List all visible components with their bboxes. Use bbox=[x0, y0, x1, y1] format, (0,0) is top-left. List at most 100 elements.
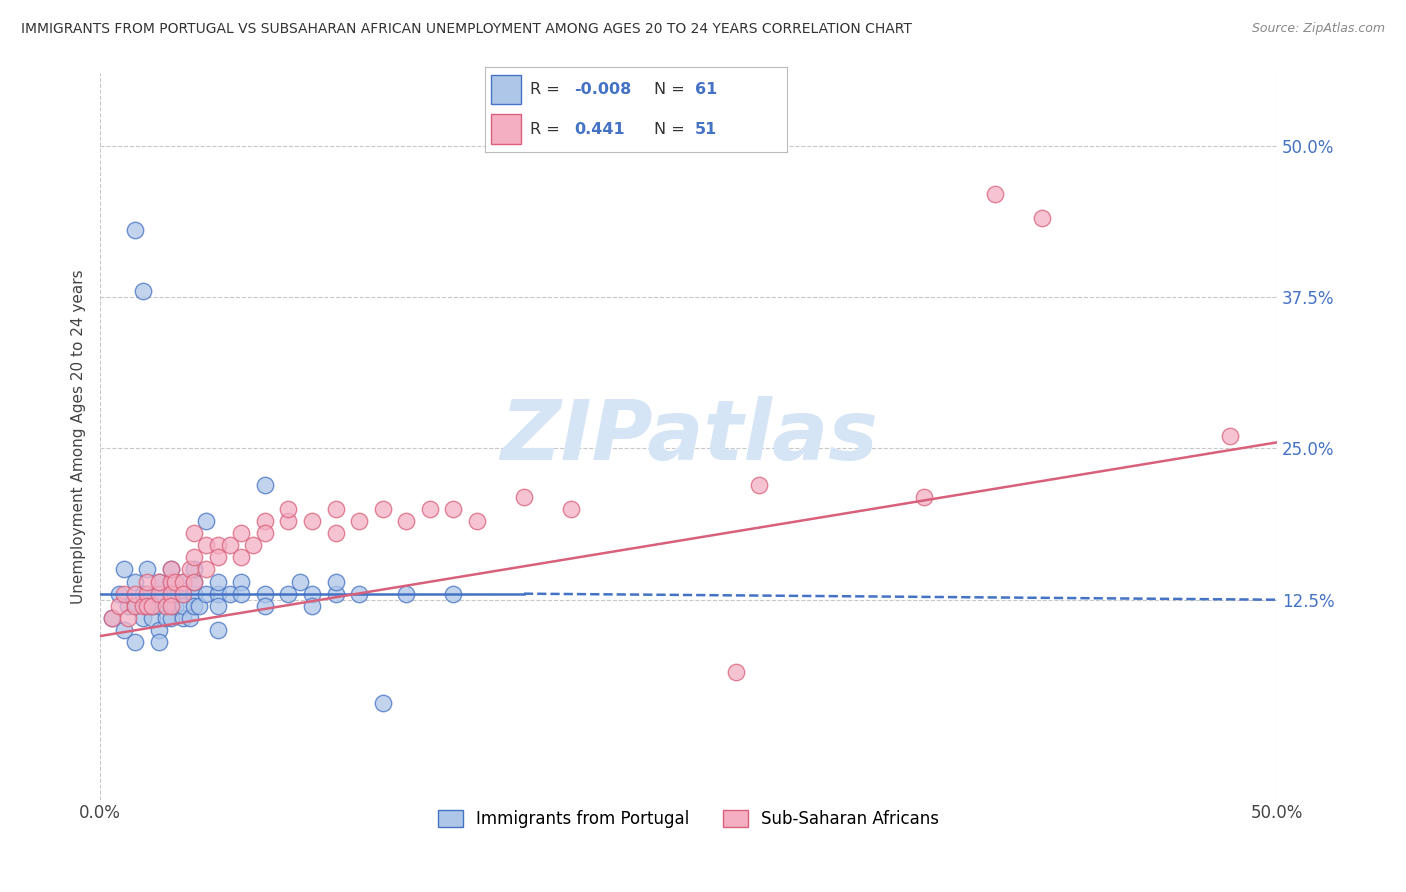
Point bbox=[183, 599, 205, 613]
Point bbox=[136, 574, 159, 589]
Point bbox=[131, 599, 153, 613]
Point bbox=[984, 187, 1007, 202]
Point bbox=[207, 574, 229, 589]
Point bbox=[242, 538, 264, 552]
Point bbox=[155, 611, 177, 625]
Point bbox=[172, 574, 194, 589]
Point bbox=[112, 562, 135, 576]
Point bbox=[124, 574, 146, 589]
Text: -0.008: -0.008 bbox=[574, 82, 631, 97]
Text: N =: N = bbox=[654, 121, 690, 136]
Point bbox=[183, 574, 205, 589]
Point bbox=[159, 587, 181, 601]
Point bbox=[108, 599, 131, 613]
Point bbox=[124, 587, 146, 601]
Point bbox=[1219, 429, 1241, 443]
Point bbox=[195, 562, 218, 576]
Y-axis label: Unemployment Among Ages 20 to 24 years: Unemployment Among Ages 20 to 24 years bbox=[72, 269, 86, 604]
Point bbox=[159, 574, 181, 589]
Point bbox=[159, 574, 181, 589]
Point bbox=[207, 599, 229, 613]
Text: IMMIGRANTS FROM PORTUGAL VS SUBSAHARAN AFRICAN UNEMPLOYMENT AMONG AGES 20 TO 24 : IMMIGRANTS FROM PORTUGAL VS SUBSAHARAN A… bbox=[21, 22, 912, 37]
Point bbox=[136, 599, 159, 613]
Point bbox=[101, 611, 124, 625]
Point bbox=[131, 284, 153, 298]
Point bbox=[253, 477, 276, 491]
Point bbox=[207, 550, 229, 565]
Point bbox=[183, 550, 205, 565]
Point bbox=[141, 599, 163, 613]
Point bbox=[195, 538, 218, 552]
Point bbox=[277, 502, 299, 516]
Point bbox=[124, 635, 146, 649]
Point bbox=[195, 514, 218, 528]
Point bbox=[218, 587, 240, 601]
Point bbox=[325, 502, 347, 516]
Point bbox=[748, 477, 770, 491]
Point bbox=[395, 514, 418, 528]
Point bbox=[179, 611, 201, 625]
Bar bbox=[491, 75, 522, 104]
Point bbox=[159, 587, 181, 601]
Point bbox=[253, 514, 276, 528]
Text: 61: 61 bbox=[695, 82, 717, 97]
Point bbox=[441, 502, 464, 516]
Point bbox=[155, 599, 177, 613]
Point bbox=[136, 587, 159, 601]
Point bbox=[419, 502, 441, 516]
Point bbox=[1031, 211, 1053, 226]
Point bbox=[912, 490, 935, 504]
Point bbox=[188, 599, 211, 613]
Point bbox=[124, 223, 146, 237]
Point bbox=[131, 611, 153, 625]
Point bbox=[560, 502, 582, 516]
Point bbox=[231, 526, 253, 541]
Point bbox=[159, 562, 181, 576]
Point bbox=[159, 599, 181, 613]
Point bbox=[136, 587, 159, 601]
Point bbox=[207, 538, 229, 552]
Point bbox=[183, 587, 205, 601]
Point bbox=[325, 574, 347, 589]
Point bbox=[465, 514, 488, 528]
Point bbox=[108, 587, 131, 601]
Point bbox=[124, 599, 146, 613]
Point bbox=[136, 562, 159, 576]
Point bbox=[131, 587, 153, 601]
Text: R =: R = bbox=[530, 121, 565, 136]
Text: N =: N = bbox=[654, 82, 690, 97]
Point bbox=[253, 526, 276, 541]
Point bbox=[112, 587, 135, 601]
Bar bbox=[491, 114, 522, 144]
Point bbox=[277, 514, 299, 528]
Point bbox=[101, 611, 124, 625]
Point bbox=[148, 635, 170, 649]
Point bbox=[165, 599, 187, 613]
Point bbox=[347, 514, 370, 528]
Text: ZIPatlas: ZIPatlas bbox=[499, 396, 877, 476]
Point bbox=[148, 587, 170, 601]
Point bbox=[207, 587, 229, 601]
Point bbox=[172, 599, 194, 613]
Point bbox=[325, 587, 347, 601]
Point bbox=[301, 587, 323, 601]
Point bbox=[183, 574, 205, 589]
Text: 51: 51 bbox=[695, 121, 717, 136]
Point bbox=[231, 550, 253, 565]
Point bbox=[231, 574, 253, 589]
Point bbox=[148, 587, 170, 601]
Point bbox=[301, 514, 323, 528]
Point bbox=[117, 611, 139, 625]
Point bbox=[231, 587, 253, 601]
Point bbox=[172, 574, 194, 589]
Text: 0.441: 0.441 bbox=[574, 121, 624, 136]
Point bbox=[117, 599, 139, 613]
Point bbox=[195, 587, 218, 601]
Point bbox=[183, 526, 205, 541]
Text: R =: R = bbox=[530, 82, 565, 97]
Point bbox=[148, 599, 170, 613]
Point bbox=[301, 599, 323, 613]
Point bbox=[159, 599, 181, 613]
Point bbox=[290, 574, 312, 589]
Point bbox=[253, 599, 276, 613]
